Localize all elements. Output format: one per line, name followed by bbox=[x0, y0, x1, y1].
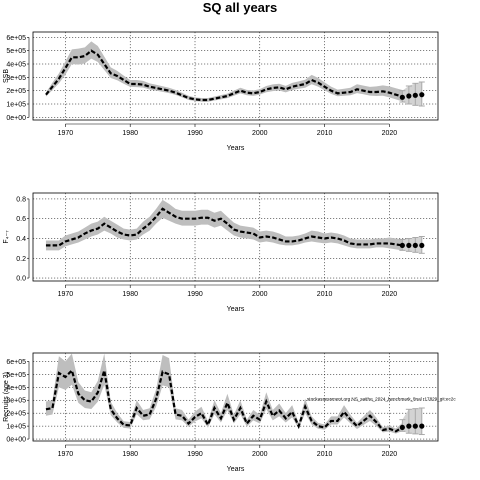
forecast-point bbox=[399, 424, 405, 431]
y-tick-label: 0.4 bbox=[16, 236, 26, 243]
forecast-band bbox=[402, 408, 422, 435]
y-tick-label: 1e+05 bbox=[6, 424, 26, 431]
x-tick-label: 2010 bbox=[317, 451, 333, 458]
y-tick-label: 6e+05 bbox=[6, 359, 26, 366]
x-tick-label: 1970 bbox=[58, 451, 74, 458]
y-tick-label: 3e+05 bbox=[6, 75, 26, 82]
forecast-point bbox=[419, 92, 425, 98]
y-axis-title: F₄₋₇ bbox=[3, 230, 10, 244]
y-tick-label: 3e+05 bbox=[6, 398, 26, 405]
forecast-point bbox=[412, 423, 418, 429]
y-tick-label: 0.2 bbox=[16, 256, 26, 263]
y-axis-title: SSB bbox=[3, 69, 10, 83]
plot-frame bbox=[32, 31, 439, 121]
y-tick-label: 0.6 bbox=[16, 216, 26, 223]
forecast-point bbox=[406, 423, 412, 429]
x-tick-label: 2000 bbox=[252, 451, 268, 458]
forecast-point bbox=[399, 94, 405, 100]
estimate-line bbox=[45, 368, 403, 433]
x-axis-title: Years bbox=[227, 466, 245, 473]
x-tick-label: 2010 bbox=[317, 130, 333, 137]
y-tick-label: 2e+05 bbox=[6, 411, 26, 418]
confidence-band bbox=[45, 199, 403, 251]
forecast-point bbox=[406, 93, 412, 99]
source-footnote: stockassessment.org NS_saithe_2024_bench… bbox=[307, 397, 456, 402]
y-tick-label: 0e+00 bbox=[6, 437, 26, 444]
y-tick-label: 0e+00 bbox=[6, 115, 26, 122]
y-tick-label: 6e+05 bbox=[6, 35, 26, 42]
x-tick-label: 1980 bbox=[122, 291, 138, 298]
y-tick-label: 4e+05 bbox=[6, 62, 26, 69]
x-axis-title: Years bbox=[227, 306, 245, 313]
x-axis-title: Years bbox=[227, 145, 245, 152]
forecast-band bbox=[402, 82, 422, 106]
figure-title: SQ all years bbox=[203, 0, 277, 15]
forecast-band bbox=[402, 236, 422, 254]
x-tick-label: 1970 bbox=[58, 291, 74, 298]
forecast-point bbox=[419, 242, 425, 249]
x-tick-label: 2000 bbox=[252, 130, 268, 137]
forecast-point bbox=[399, 242, 405, 249]
x-tick-label: 1980 bbox=[122, 130, 138, 137]
confidence-band bbox=[45, 353, 403, 434]
x-tick-label: 1990 bbox=[187, 291, 203, 298]
ssb-panel: 1970 1980 1990 2000 2010 2020 0e+00 1e+05 2e+05 3… bbox=[3, 31, 439, 152]
forecast-point bbox=[412, 242, 418, 249]
forecast-point bbox=[412, 92, 418, 98]
estimate-line bbox=[45, 49, 403, 102]
fishing-mortality-panel: 1970 1980 1990 2000 2010 2020 0.0 0.2 0.4 0.6 0.8 Y… bbox=[3, 192, 439, 313]
x-tick-label: 2010 bbox=[317, 291, 333, 298]
y-tick-label: 1e+05 bbox=[6, 102, 26, 109]
x-tick-label: 2020 bbox=[382, 291, 398, 298]
y-tick-label: 2e+05 bbox=[6, 88, 26, 95]
x-tick-label: 2000 bbox=[252, 291, 268, 298]
forecast-point bbox=[419, 423, 425, 429]
y-tick-label: 0.0 bbox=[16, 276, 26, 283]
forecast-point bbox=[406, 242, 412, 249]
recruitment-panel: 1970 1980 1990 2000 2010 2020 0e+00 1e+05 2e+05 3… bbox=[3, 352, 439, 473]
y-tick-label: 4e+05 bbox=[6, 385, 26, 392]
x-tick-label: 1980 bbox=[122, 451, 138, 458]
y-tick-label: 5e+05 bbox=[6, 48, 26, 55]
x-tick-label: 2020 bbox=[382, 451, 398, 458]
y-axis-title: Recruits (age 3) bbox=[3, 372, 10, 422]
plot-frame bbox=[32, 192, 439, 282]
x-tick-label: 1990 bbox=[187, 451, 203, 458]
y-tick-label: 5e+05 bbox=[6, 372, 26, 379]
x-tick-label: 1970 bbox=[58, 130, 74, 137]
x-tick-label: 1990 bbox=[187, 130, 203, 137]
plot-frame bbox=[32, 352, 439, 442]
confidence-band bbox=[45, 41, 403, 102]
y-tick-label: 0.8 bbox=[16, 196, 26, 203]
estimate-line bbox=[45, 207, 403, 247]
x-tick-label: 2020 bbox=[382, 130, 398, 137]
